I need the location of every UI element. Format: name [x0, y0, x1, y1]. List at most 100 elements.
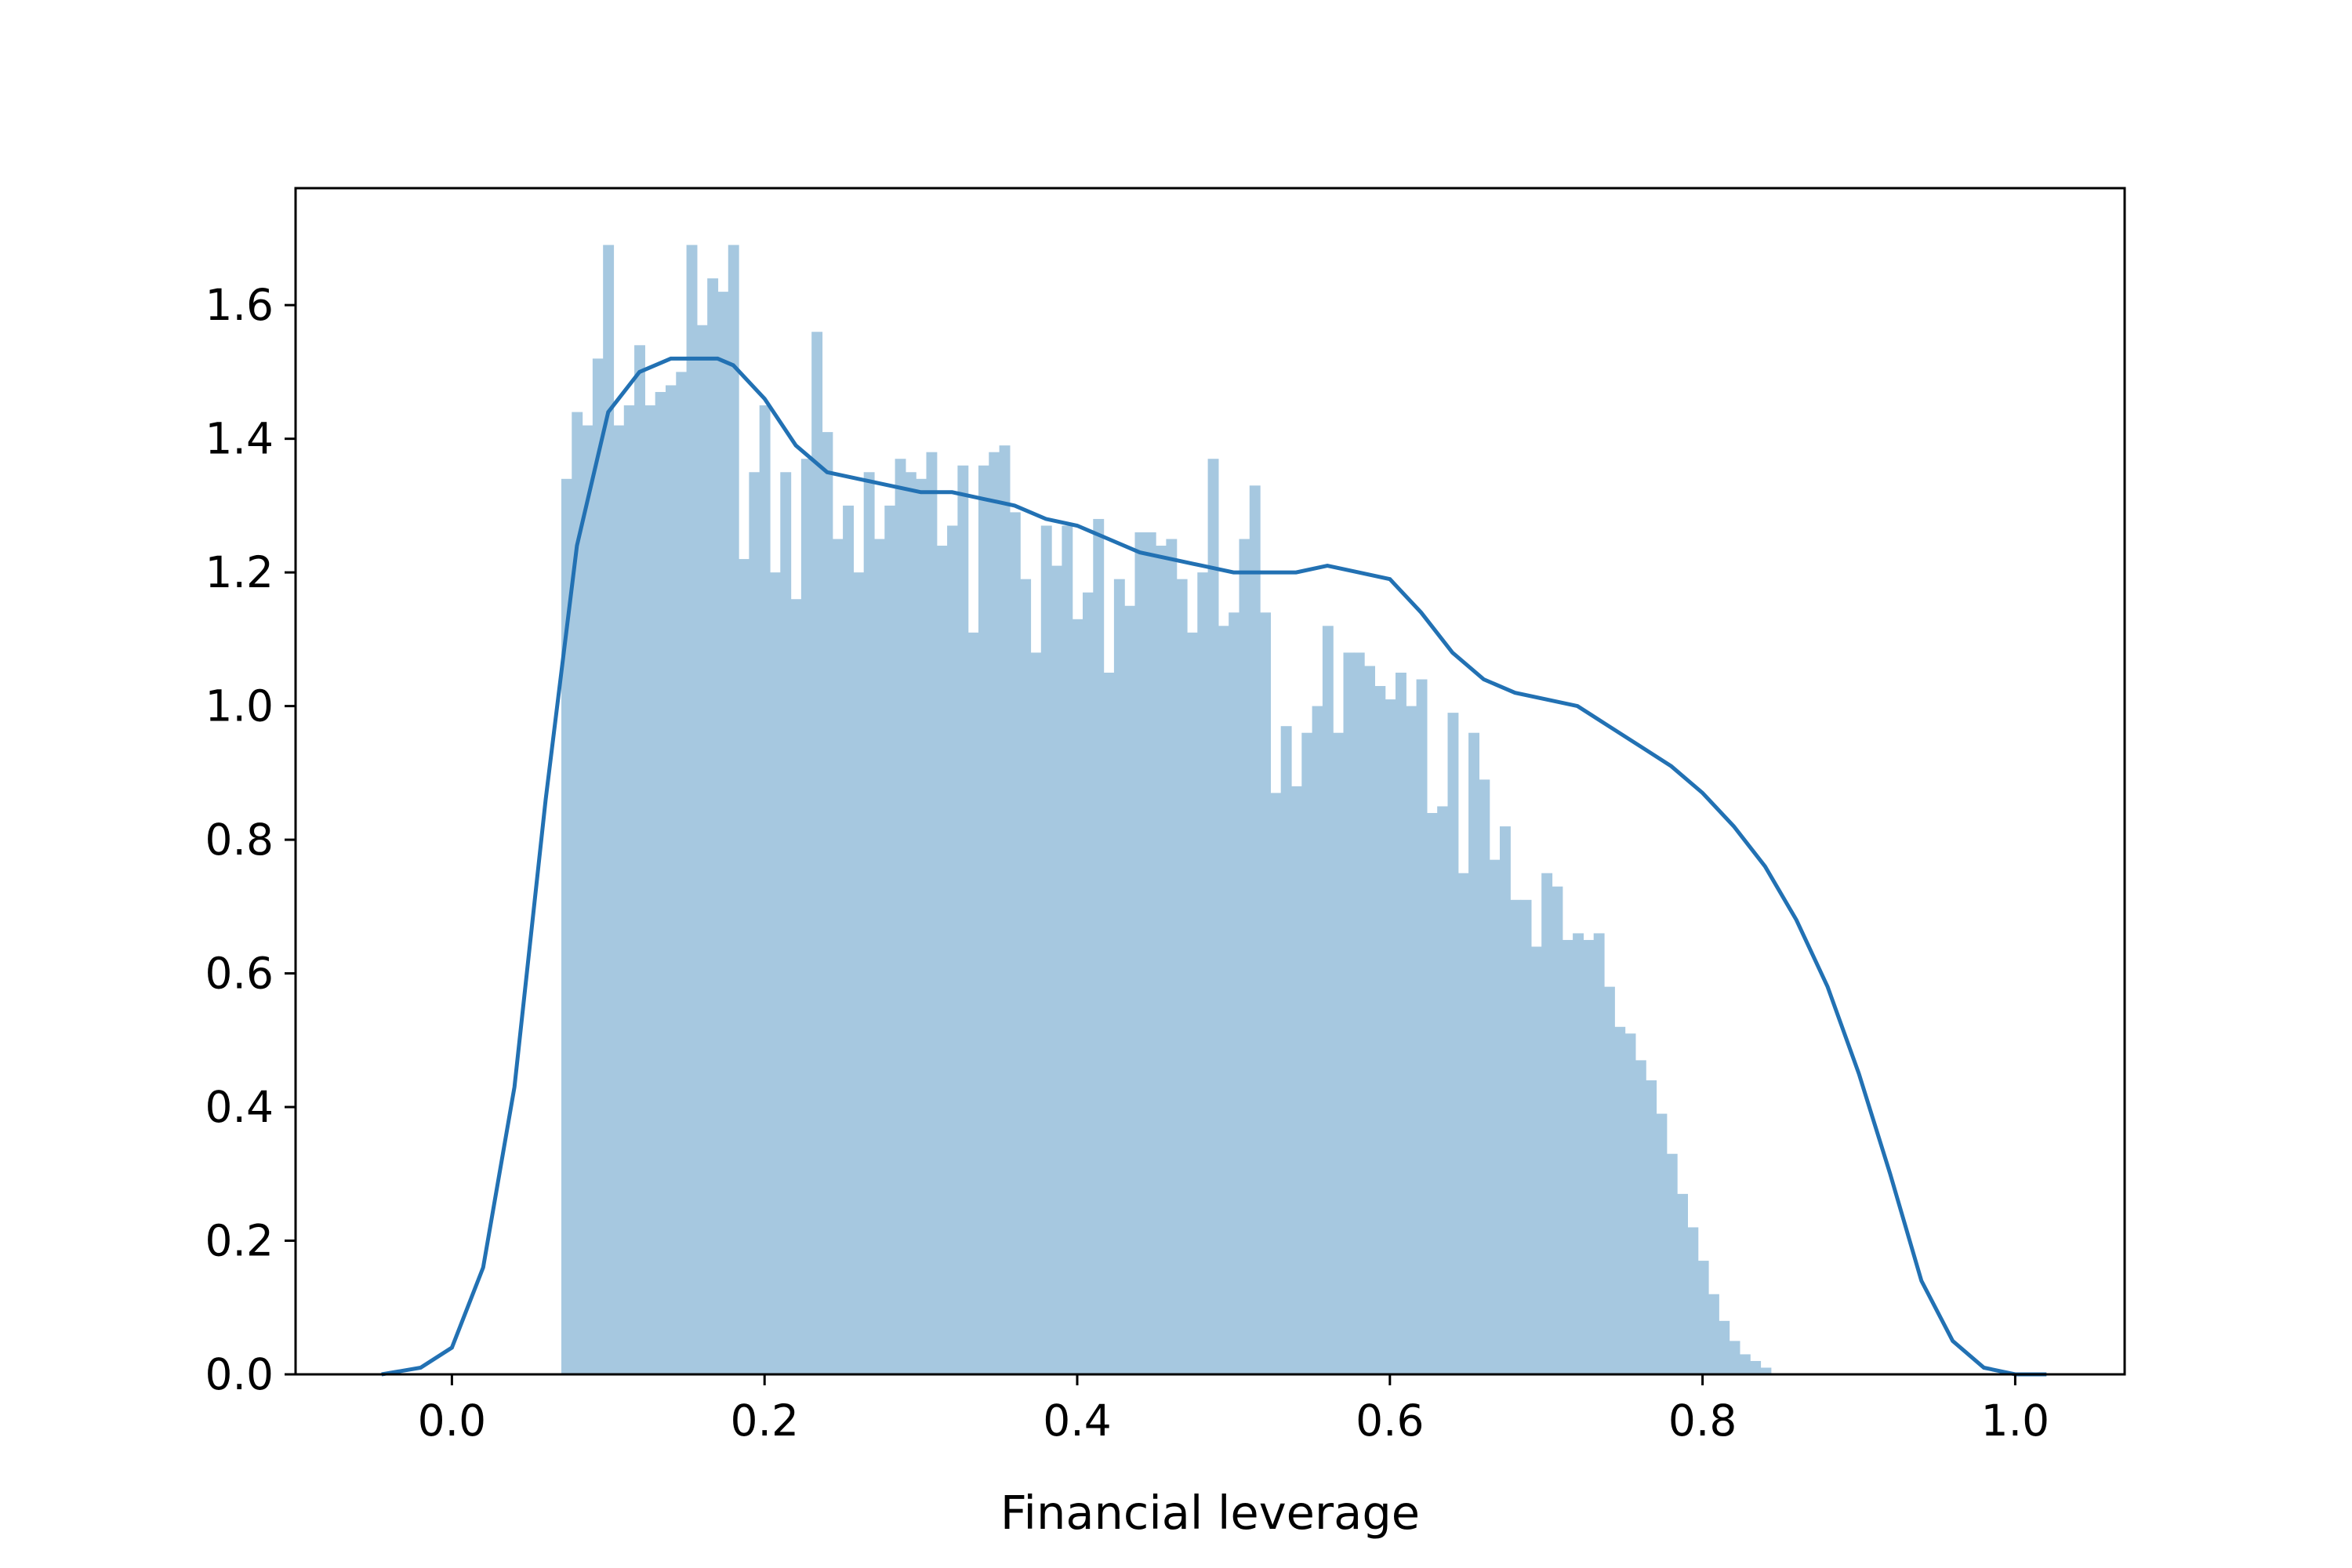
histogram-bar: [895, 459, 906, 1374]
histogram-bar: [696, 325, 708, 1374]
y-tick-label: 1.2: [205, 547, 274, 597]
histogram-bar: [1322, 626, 1334, 1374]
histogram-bar: [1677, 1193, 1688, 1374]
histogram-bar: [822, 432, 833, 1374]
histogram-bar: [572, 412, 583, 1374]
histogram-bar: [1510, 899, 1522, 1374]
y-tick-label: 0.0: [205, 1349, 274, 1399]
histogram-bar: [1229, 612, 1240, 1374]
histogram-bar: [1103, 672, 1115, 1374]
y-tick-label: 0.6: [205, 949, 274, 999]
histogram-bar: [1333, 732, 1345, 1374]
histogram-bar: [1666, 1153, 1678, 1374]
histogram-bar: [1457, 873, 1469, 1374]
histogram-bar: [1573, 933, 1584, 1374]
histogram-bar: [603, 245, 615, 1375]
histogram-bar: [1093, 518, 1105, 1374]
histogram-bar: [989, 452, 1000, 1374]
histogram-bar: [1072, 619, 1083, 1374]
histogram-bar: [665, 385, 677, 1375]
histogram-bar: [1593, 933, 1605, 1374]
histogram-bar: [884, 505, 896, 1374]
histogram-bar: [1603, 986, 1615, 1374]
histogram-bars: [561, 245, 1772, 1375]
histogram-bar: [759, 405, 771, 1374]
histogram-bar: [873, 539, 885, 1374]
histogram-bar: [1614, 1026, 1626, 1374]
histogram-bar: [1030, 652, 1042, 1374]
histogram-bar: [1082, 592, 1094, 1374]
histogram-bar: [1176, 579, 1188, 1374]
histogram-bar: [623, 405, 635, 1374]
y-tick-label: 1.6: [205, 280, 274, 330]
y-tick-label: 0.8: [205, 815, 274, 865]
y-tick-label: 1.4: [205, 414, 274, 464]
histogram-bar: [655, 391, 666, 1375]
x-axis-ticks: 0.0 0.2 0.4 0.6 0.8 1.0: [418, 1374, 2049, 1446]
x-tick-label: 0.2: [730, 1396, 798, 1446]
histogram-bar: [1635, 1060, 1646, 1374]
histogram-bar: [1552, 886, 1563, 1374]
histogram-bar: [1364, 666, 1375, 1374]
axes-frame: [294, 187, 2126, 1376]
histogram-bar: [634, 345, 645, 1374]
histogram-bar: [644, 405, 656, 1374]
histogram-bar: [1395, 672, 1406, 1374]
histogram-bar: [1426, 812, 1438, 1374]
histogram-bar: [1489, 859, 1501, 1374]
histogram-bar: [1583, 939, 1595, 1374]
histogram-bar: [707, 278, 719, 1374]
histogram-bar: [686, 245, 698, 1375]
x-tick-label: 0.8: [1668, 1396, 1737, 1446]
histogram-bar: [1562, 939, 1573, 1374]
histogram-bar: [1343, 652, 1355, 1374]
histogram-bar: [1750, 1360, 1762, 1374]
histogram-bar: [1218, 626, 1229, 1374]
histogram-bar: [936, 546, 948, 1374]
histogram-bar: [1134, 532, 1146, 1374]
histogram-bar: [1385, 699, 1396, 1374]
histogram-bar: [1207, 459, 1219, 1374]
histogram-bar: [582, 425, 593, 1374]
histogram-bar: [1280, 726, 1292, 1374]
y-tick-label: 0.2: [205, 1216, 274, 1266]
histogram-bar: [811, 332, 823, 1375]
histogram-bar: [1062, 525, 1073, 1374]
histogram-bar: [1374, 686, 1386, 1374]
histogram-bar: [1270, 793, 1282, 1374]
histogram-bar: [1530, 946, 1542, 1374]
histogram-bar: [1624, 1033, 1636, 1374]
histogram-bar: [1040, 525, 1052, 1374]
histogram-bar: [1020, 579, 1032, 1374]
histogram-bar: [1312, 706, 1323, 1374]
histogram-bar: [1406, 706, 1417, 1374]
histogram-bar: [728, 245, 739, 1375]
histogram-bar: [1646, 1080, 1657, 1374]
histogram-bar: [1156, 546, 1167, 1374]
histogram-bar: [613, 425, 625, 1374]
histogram-bar: [739, 559, 750, 1374]
histogram-bar: [1499, 826, 1511, 1374]
histogram-bar: [916, 478, 927, 1375]
histogram-bar: [1197, 572, 1209, 1374]
histogram-bar: [1186, 632, 1198, 1374]
y-axis-ticks: 0.0 0.2 0.4 0.6 0.8 1.0 1.2 1.4 1.6: [205, 280, 296, 1399]
y-tick-label: 1.0: [205, 681, 274, 731]
histogram-bar: [790, 599, 802, 1374]
histogram-bar: [957, 465, 969, 1374]
histogram-bar: [1520, 899, 1532, 1374]
histogram-bar: [1437, 806, 1449, 1374]
x-axis-label: Financial leverage: [1000, 1486, 1420, 1540]
histogram-bar: [800, 459, 812, 1374]
histogram-bar: [905, 472, 916, 1374]
histogram-bar: [1447, 713, 1459, 1374]
histogram-bar: [769, 572, 781, 1374]
histogram-bar: [1541, 873, 1553, 1374]
histogram-bar: [1656, 1113, 1668, 1374]
histogram-bar: [1124, 605, 1136, 1374]
histogram-bar: [1166, 539, 1178, 1374]
histogram-bar: [1051, 565, 1062, 1375]
histogram-bar: [1760, 1367, 1772, 1374]
histogram-bar: [1260, 612, 1271, 1374]
